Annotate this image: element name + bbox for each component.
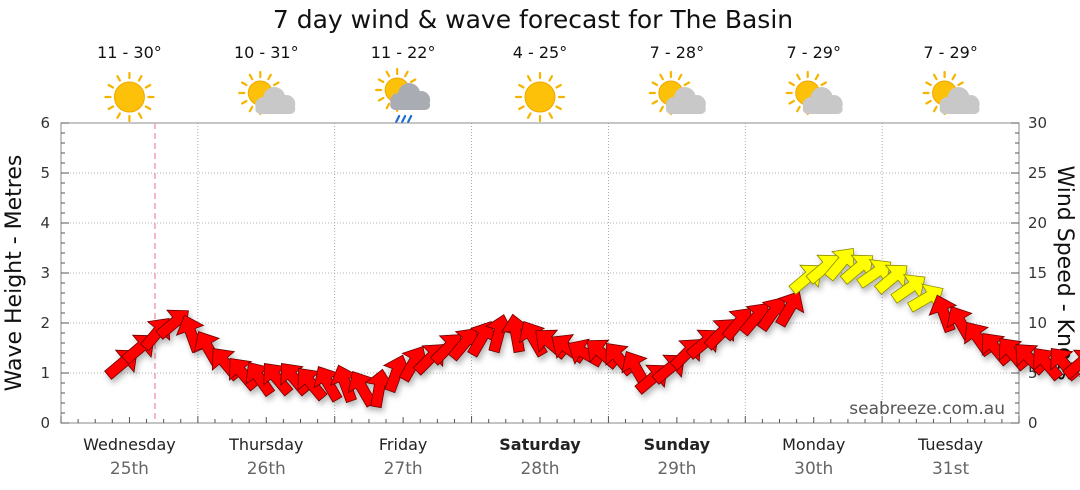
partly-cloudy-icon — [648, 70, 706, 116]
date-label: 25th — [110, 459, 149, 479]
left-tick-label: 1 — [40, 364, 50, 382]
right-tick-label: 5 — [1028, 364, 1038, 382]
date-label: 27th — [384, 459, 423, 479]
sun-icon — [104, 71, 155, 123]
x-axis-labels: Wednesday 25th Thursday 26th Friday 27th Satur… — [60, 416, 1020, 479]
right-tick-label: 10 — [1028, 314, 1047, 332]
right-tick-label: 0 — [1028, 414, 1038, 432]
wind-arrow — [263, 362, 294, 397]
temperature-range: 7 - 28° — [650, 43, 704, 62]
temperature-range: 4 - 25° — [513, 43, 567, 62]
wind-arrow — [856, 259, 892, 289]
day-label: Saturday — [499, 435, 581, 454]
right-tick-label: 25 — [1028, 164, 1047, 182]
wind-arrow — [364, 368, 395, 409]
wind-arrow — [297, 367, 328, 402]
wind-arrow-series — [104, 247, 1080, 409]
credit-label: seabreeze.com.au — [849, 399, 1005, 419]
left-tick-label: 2 — [40, 314, 50, 332]
temperature-range: 7 - 29° — [786, 43, 840, 62]
left-tick-label: 3 — [40, 264, 50, 282]
partly-cloudy-icon — [785, 70, 843, 116]
date-label: 30th — [794, 459, 833, 479]
wind-arrow — [775, 291, 805, 328]
left-tick-label: 4 — [40, 214, 50, 232]
temperature-range: 10 - 31° — [234, 43, 299, 62]
right-tick-label: 20 — [1028, 214, 1047, 232]
date-label: 29th — [657, 459, 696, 479]
day-label: Monday — [782, 435, 845, 454]
left-tick-label: 5 — [40, 164, 50, 182]
partly-cloudy-icon — [922, 70, 980, 116]
wind-arrow — [500, 313, 531, 354]
left-axis-title: Wave Height - Metres — [2, 155, 27, 392]
wind-arrow — [839, 254, 874, 285]
day-label: Sunday — [644, 435, 711, 454]
date-label: 26th — [247, 459, 286, 479]
temperature-range: 7 - 29° — [923, 43, 977, 62]
right-tick-label: 30 — [1028, 114, 1047, 132]
wind-arrow — [1033, 347, 1064, 382]
day-label: Wednesday — [83, 435, 176, 454]
day-label: Thursday — [228, 435, 303, 454]
right-axis: 0 5 10 15 20 25 30 — [1011, 114, 1047, 432]
right-axis-title: Wind Speed - Knots — [1052, 165, 1077, 380]
date-label: 28th — [520, 459, 559, 479]
right-tick-label: 15 — [1028, 264, 1047, 282]
temperature-range: 11 - 30° — [97, 43, 162, 62]
sun-icon — [514, 71, 566, 123]
left-tick-label: 0 — [40, 414, 50, 432]
rain-icon — [375, 67, 431, 124]
date-label: 31st — [932, 459, 969, 479]
temperature-range: 11 - 22° — [371, 43, 436, 62]
chart-title: 7 day wind & wave forecast for The Basin — [273, 5, 793, 34]
left-axis: 0 1 2 3 4 5 6 — [40, 114, 69, 432]
day-label: Tuesday — [917, 435, 983, 454]
wind-arrow — [245, 361, 276, 398]
weather-row: 11 - 30° 10 - 31° 11 - 22° 4 - 25° 7 - 28° 7 … — [97, 43, 980, 124]
left-tick-label: 6 — [40, 114, 50, 132]
wind-arrow — [1062, 349, 1080, 380]
day-label: Friday — [379, 435, 428, 454]
wind-arrow — [329, 364, 359, 404]
wind-arrow — [890, 274, 926, 304]
partly-cloudy-icon — [238, 70, 296, 116]
wind-arrow — [824, 247, 855, 282]
